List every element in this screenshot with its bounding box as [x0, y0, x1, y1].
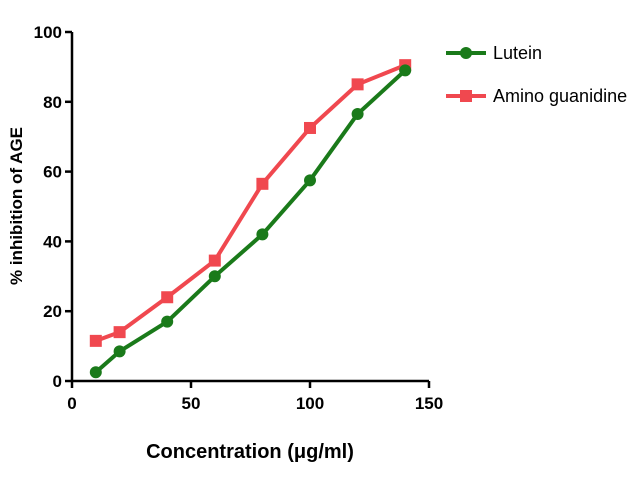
amino-guanidine-point — [304, 121, 316, 134]
amino-guanidine-line — [95, 63, 406, 343]
y-tick-label: 0 — [53, 372, 62, 391]
y-tick-label: 60 — [43, 163, 62, 182]
series-lutein — [89, 64, 412, 379]
legend-item-amino-guanidine: Amino guanidine — [446, 86, 627, 106]
y-axis-ticks: 0 20 40 60 80 100 — [34, 23, 72, 391]
lutein-point — [351, 108, 364, 121]
y-axis-title: % inhibition of AGE — [7, 127, 26, 285]
legend-marker — [460, 47, 472, 59]
y-tick-label: 40 — [43, 232, 62, 251]
legend: Lutein Amino guanidine — [446, 43, 627, 106]
y-tick-label: 80 — [43, 93, 62, 112]
lutein-line — [94, 68, 407, 374]
legend-label: Amino guanidine — [493, 86, 627, 106]
y-tick-label: 20 — [43, 302, 62, 321]
lutein-point — [399, 64, 412, 77]
x-tick-label: 150 — [415, 394, 443, 413]
amino-guanidine-point — [208, 254, 221, 267]
amino-guanidine-point — [89, 334, 102, 347]
amino-guanidine-point — [256, 177, 269, 190]
x-axis-title: Concentration (μg/ml) — [146, 441, 354, 463]
amino-guanidine-point — [161, 291, 174, 304]
legend-label: Lutein — [493, 43, 542, 63]
x-tick-label: 0 — [67, 394, 76, 413]
series-amino-guanidine — [89, 59, 412, 347]
lutein-point — [113, 345, 126, 358]
lutein-point — [161, 315, 174, 328]
plot-area: 0 20 40 60 80 100 0 50 100 150 — [34, 23, 444, 413]
amino-guanidine-point — [113, 326, 126, 339]
lutein-point — [89, 366, 102, 379]
x-axis-ticks: 0 50 100 150 — [67, 381, 443, 413]
amino-guanidine-point — [351, 78, 364, 91]
lutein-point — [256, 228, 269, 241]
lutein-point — [304, 174, 316, 187]
x-tick-label: 50 — [182, 394, 201, 413]
x-tick-label: 100 — [296, 394, 324, 413]
y-tick-label: 100 — [34, 23, 62, 42]
lutein-point — [208, 270, 221, 283]
legend-item-lutein: Lutein — [446, 43, 542, 63]
series-layer — [89, 59, 412, 379]
legend-marker — [460, 90, 472, 102]
